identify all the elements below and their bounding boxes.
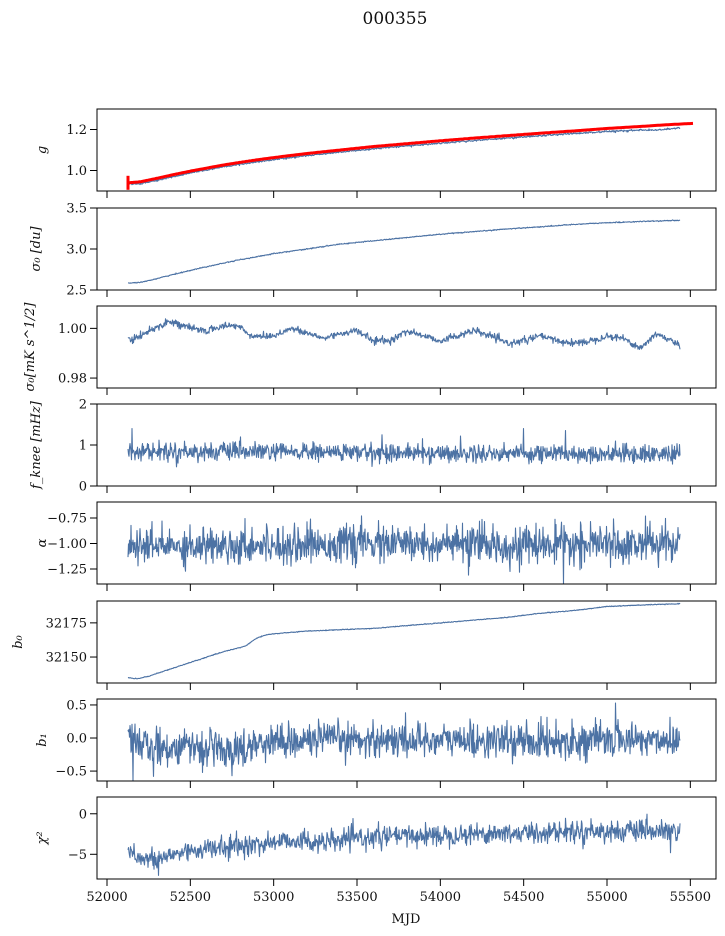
y-axis-label-sigma0_mK: σ₀[mK s^1/2] [23,302,38,392]
series-line-b1 [127,702,681,781]
y-tick-label: 32150 [46,651,87,666]
y-tick-label: 3.0 [66,243,87,258]
y-axis-label-g: g [35,146,50,154]
axes-frame-b1 [96,698,717,782]
y-tick-label: −0.5 [55,765,87,780]
series-line-sigma0_mK [127,318,681,350]
x-tick-label: 52000 [86,890,127,905]
x-tick-label: 53500 [336,890,377,905]
y-tick-label: 0 [79,480,87,495]
x-tick-label: 53000 [253,890,294,905]
chart-title: 000355 [363,9,428,29]
series-line-b0 [127,602,681,680]
axes-frame-alpha [96,501,717,585]
y-tick-label: −1.25 [47,563,87,578]
series-line-alpha [127,515,681,584]
y-tick-label: 0 [79,807,87,822]
panel-g: 1.0 1.2 g [35,108,717,198]
y-tick-label: 2 [79,398,87,413]
y-tick-label: 2.5 [66,284,87,299]
axes-frame-g [96,108,717,192]
y-axis-label-sigma0_du: σ₀ [du] [29,226,44,272]
axes-frame-chi2 [96,796,717,880]
y-tick-label: 32175 [46,616,87,631]
y-tick-label: −5 [68,848,87,863]
y-tick-label: 1 [79,439,87,454]
panel-alpha: −1.25 −1.00 −0.75 α [35,501,717,591]
y-tick-label: 0.98 [58,372,87,387]
panel-b1: −0.5 0.0 0.5 b₁ [35,698,717,788]
panel-sigma0_mK: 0.98 1.00 σ₀[mK s^1/2] [23,302,717,395]
series-line-sigma0_du [127,219,681,284]
x-tick-label: 52500 [170,890,211,905]
panel-fknee: 0 1 2 f_knee [mHz] [29,398,717,495]
y-tick-label: −0.75 [47,512,87,527]
x-tick-label: 54000 [420,890,461,905]
axes-frame-sigma0_mK [96,305,717,389]
y-axis-label-chi2: χ² [35,831,50,845]
series-line-chi2 [127,813,681,876]
series-line-fknee [127,428,681,468]
x-tick-label: 55000 [586,890,627,905]
panel-sigma0_du: 2.5 3.0 3.5 σ₀ [du] [29,202,717,299]
y-tick-label: 1.0 [66,164,87,179]
y-axis-label-alpha: α [35,538,50,547]
axes-frame-sigma0_du [96,207,717,291]
y-tick-label: 0.0 [66,732,87,747]
series-line-g-reference [127,121,694,185]
y-tick-label: 0.5 [66,698,87,713]
y-tick-label: −1.00 [47,537,87,552]
x-axis-label: MJD [392,912,421,927]
axes-frame-b0 [96,600,717,684]
y-tick-label: 1.2 [66,123,87,138]
y-axis-label-b0: b₀ [11,634,26,648]
x-tick-label: 54500 [503,890,544,905]
x-tick-label: 55500 [670,890,711,905]
y-tick-label: 1.00 [58,322,87,337]
panel-b0: 32150 32175 b₀ [11,600,717,690]
panel-chi2: −5 0 52000 52500 53000 53500 54000 54500 55000 55… [35,796,717,905]
y-axis-label-fknee: f_knee [mHz] [29,400,44,490]
series-line-g [127,126,681,186]
y-tick-label: 3.5 [66,202,87,217]
y-axis-label-b1: b₁ [35,733,50,747]
